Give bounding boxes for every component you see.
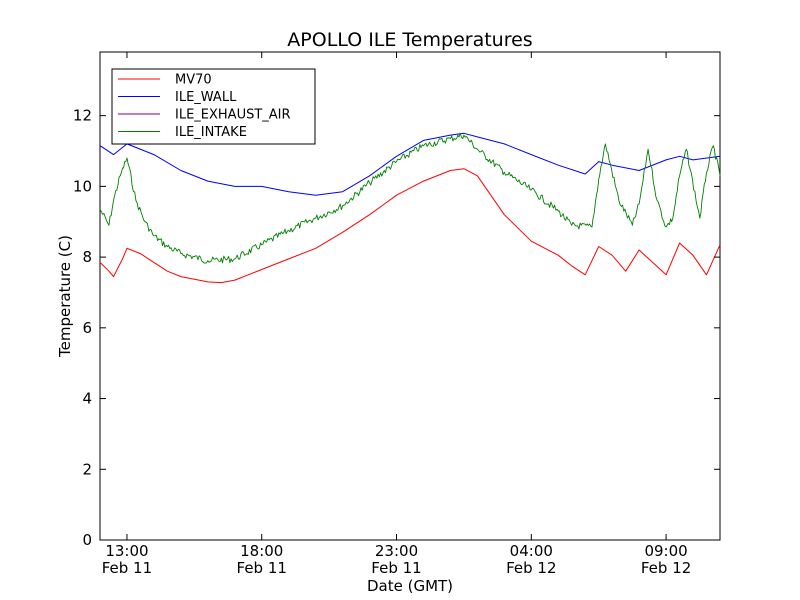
legend-label: ILE_WALL (175, 90, 237, 105)
x-axis-title: Date (GMT) (367, 577, 453, 595)
x-tick-label-time: 23:00 (375, 542, 418, 560)
y-tick-label: 10 (73, 177, 92, 195)
x-tick-label-date: Feb 11 (237, 559, 287, 577)
series-line-ile-intake (99, 133, 721, 264)
legend-label: MV70 (175, 73, 212, 88)
legend-label: ILE_INTAKE (175, 125, 247, 140)
chart-title: APOLLO ILE Temperatures (287, 29, 532, 51)
y-tick-label: 2 (82, 460, 92, 478)
legend-label: ILE_EXHAUST_AIR (175, 108, 291, 123)
x-tick-label-date: Feb 12 (506, 559, 556, 577)
y-axis-title: Temperature (C) (56, 235, 74, 358)
series-line-mv70 (99, 168, 721, 284)
series-layer (99, 132, 721, 284)
x-tick-label-time: 09:00 (644, 542, 687, 560)
y-tick-label: 8 (82, 248, 92, 266)
x-tick-label-time: 04:00 (510, 542, 553, 560)
x-tick-label-date: Feb 11 (102, 559, 152, 577)
y-tick-label: 0 (82, 531, 92, 549)
y-tick-label: 6 (82, 319, 92, 337)
x-tick-label-date: Feb 12 (641, 559, 691, 577)
y-tick-label: 12 (73, 107, 92, 125)
series-line-ile-wall (99, 132, 721, 196)
y-tick-label: 4 (82, 390, 92, 408)
legend: MV70 ILE_WALL ILE_EXHAUST_AIR ILE_INTAKE (111, 68, 316, 145)
x-tick-label-time: 13:00 (105, 542, 148, 560)
x-tick-label-date: Feb 11 (371, 559, 421, 577)
x-tick-label-time: 18:00 (240, 542, 283, 560)
